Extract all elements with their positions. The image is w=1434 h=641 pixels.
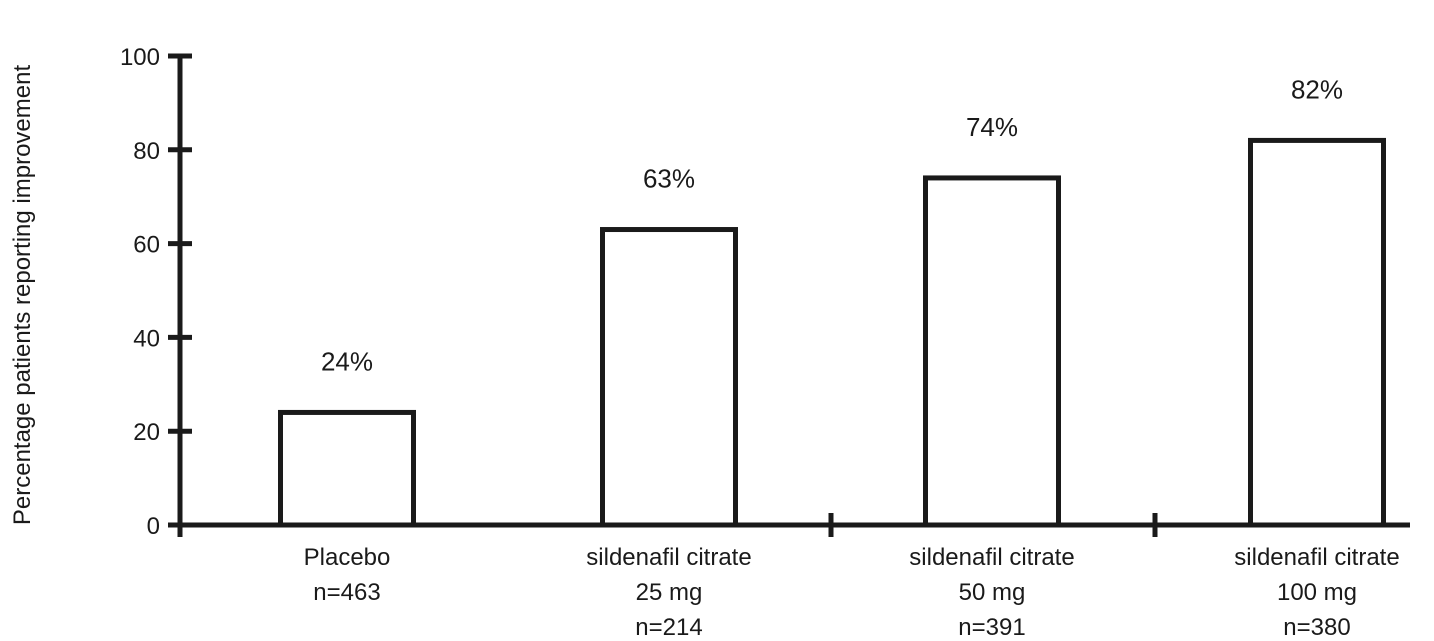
y-tick-label: 80 — [133, 138, 160, 165]
x-category-label-line: Placebo — [304, 544, 391, 571]
y-tick-label: 40 — [133, 325, 160, 352]
y-axis-title-group: Percentage patients reporting improvemen… — [9, 65, 36, 526]
x-category-label-line: n=391 — [958, 614, 1025, 641]
bar — [1248, 137, 1386, 528]
x-category-label-line: n=463 — [313, 579, 380, 606]
y-tick-label: 0 — [147, 513, 160, 540]
x-category-label-line: 25 mg — [636, 579, 703, 606]
bar-value-label: 74% — [966, 112, 1018, 142]
y-tick-label: 20 — [133, 419, 160, 446]
y-axis-ticks: 0 20 40 60 80 100 — [120, 44, 192, 540]
bar — [278, 409, 416, 528]
data-labels: 24% 63% 74% 82% — [321, 74, 1343, 376]
x-category-label-line: 50 mg — [959, 579, 1026, 606]
bars — [278, 137, 1386, 528]
x-category-label-line: sildenafil citrate — [909, 544, 1074, 571]
x-category-label-line: n=380 — [1283, 614, 1350, 641]
bar — [923, 175, 1061, 528]
x-category-label-line: n=214 — [635, 614, 702, 641]
y-axis-title: Percentage patients reporting improvemen… — [9, 65, 36, 526]
bar-value-label: 63% — [643, 164, 695, 194]
x-category-label-line: 100 mg — [1277, 579, 1357, 606]
bar — [600, 227, 738, 528]
x-category-label-line: sildenafil citrate — [586, 544, 751, 571]
x-category-label-line: sildenafil citrate — [1234, 544, 1399, 571]
bar-value-label: 24% — [321, 346, 373, 376]
x-axis-category-labels: Placebo n=463 sildenafil citrate 25 mg n=214… — [304, 544, 1400, 641]
y-tick-label: 100 — [120, 44, 160, 71]
bar-value-label: 82% — [1291, 74, 1343, 104]
y-tick-label: 60 — [133, 232, 160, 259]
